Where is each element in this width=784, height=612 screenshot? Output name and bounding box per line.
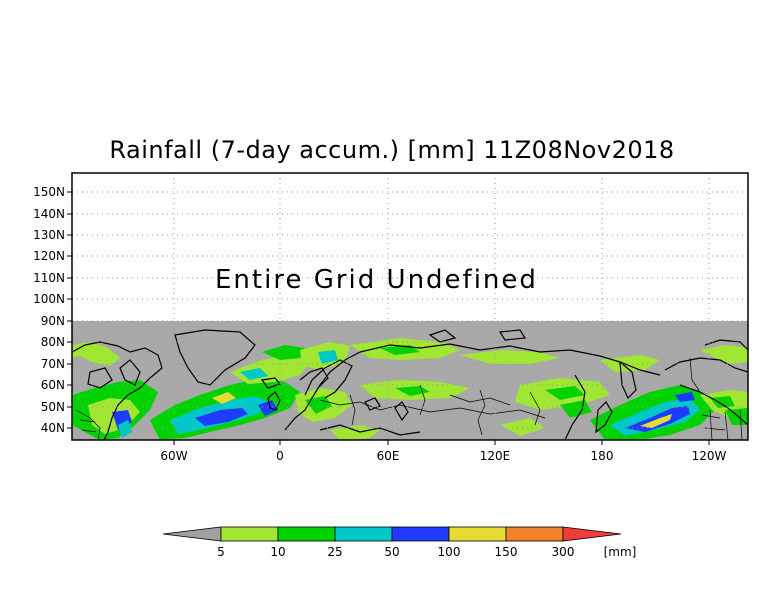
legend-label: 10 [270, 545, 285, 559]
lon-label: 120W [692, 449, 727, 463]
lat-label: 150N [33, 185, 65, 199]
legend-low-arrow [162, 526, 222, 542]
lat-label: 110N [33, 271, 65, 285]
coastlines [71, 329, 749, 441]
legend-label: 50 [384, 545, 399, 559]
color-legend: 5 10 25 50 100 150 300 [mm] [162, 526, 637, 559]
legend-swatch [505, 526, 564, 542]
legend-label: 5 [217, 545, 225, 559]
legend-high-arrow [562, 526, 622, 542]
lat-label: 80N [41, 335, 65, 349]
latitude-labels: 150N 140N 130N 120N 110N 100N 90N 80N 70… [33, 185, 65, 435]
lat-label: 90N [41, 314, 65, 328]
longitude-labels: 60W 0 60E 120E 180 120W [160, 449, 726, 463]
undefined-grid-message: Entire Grid Undefined [215, 265, 538, 295]
legend-swatch [448, 526, 507, 542]
legend-swatch [220, 526, 279, 542]
lat-label: 70N [41, 357, 65, 371]
lat-label: 100N [33, 292, 65, 306]
legend-swatch [277, 526, 336, 542]
lon-label: 180 [591, 449, 614, 463]
lon-label: 60E [377, 449, 400, 463]
map-frame [71, 172, 749, 441]
lat-label: 40N [41, 421, 65, 435]
legend-label: 25 [327, 545, 342, 559]
tick-marks [67, 191, 710, 445]
lat-label: 50N [41, 400, 65, 414]
lat-label: 140N [33, 207, 65, 221]
lon-label: 60W [160, 449, 187, 463]
lat-label: 120N [33, 249, 65, 263]
legend-label: 100 [438, 545, 461, 559]
legend-unit: [mm] [604, 545, 637, 559]
borders [75, 357, 743, 441]
legend-label: 300 [552, 545, 575, 559]
lon-label: 120E [480, 449, 511, 463]
map-title: Rainfall (7-day accum.) [mm] 11Z08Nov201… [109, 136, 675, 164]
legend-swatch [391, 526, 450, 542]
lon-label: 0 [276, 449, 284, 463]
legend-swatch [334, 526, 393, 542]
lat-label: 60N [41, 378, 65, 392]
lat-label: 130N [33, 228, 65, 242]
legend-label: 150 [495, 545, 518, 559]
rainfall-field [72, 338, 748, 440]
